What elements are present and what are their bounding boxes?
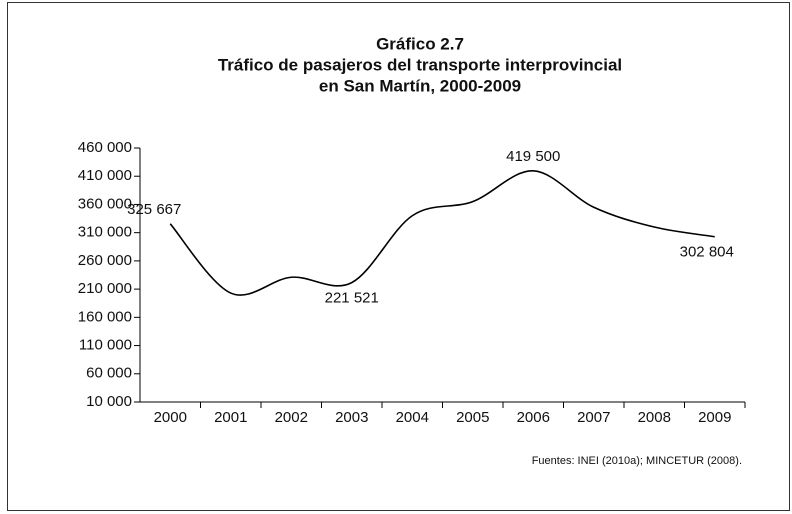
x-tick-label: 2007 [577, 409, 610, 426]
x-tick-label: 2008 [638, 409, 671, 426]
y-tick-label: 460 000 [78, 139, 132, 156]
x-tick-label: 2000 [154, 409, 187, 426]
x-tick-label: 2006 [517, 409, 550, 426]
x-tick-label: 2003 [335, 409, 368, 426]
y-tick-label: 310 000 [78, 224, 132, 241]
y-tick-label: 60 000 [86, 365, 132, 382]
y-tick-label: 260 000 [78, 252, 132, 269]
chart-title: Tráfico de pasajeros del transporte inte… [218, 55, 622, 74]
x-tick-label: 2001 [214, 409, 247, 426]
y-tick-label: 210 000 [78, 280, 132, 297]
y-tick-label: 110 000 [79, 337, 132, 354]
chart-supertitle: Gráfico 2.7 [376, 34, 464, 53]
chart-title: en San Martín, 2000-2009 [319, 76, 521, 95]
x-tick-label: 2002 [275, 409, 308, 426]
y-tick-label: 360 000 [78, 195, 132, 212]
y-tick-label: 410 000 [78, 167, 132, 184]
source: Fuentes: INEI (2010a); MINCETUR (2008). [532, 455, 742, 467]
line [169, 170, 715, 296]
y-tick-label: 160 000 [78, 308, 132, 325]
y-tick-label: 10 000 [86, 393, 132, 410]
x-tick-label: 2004 [396, 409, 429, 426]
x-tick-label: 2009 [698, 409, 731, 426]
x-tick-label: 2005 [456, 409, 489, 426]
frame [7, 2, 790, 511]
data-label: 221 521 [325, 290, 379, 307]
data-label: 325 667 [127, 201, 181, 218]
data-label: 419 500 [506, 148, 560, 165]
data-label: 302 804 [680, 244, 734, 261]
